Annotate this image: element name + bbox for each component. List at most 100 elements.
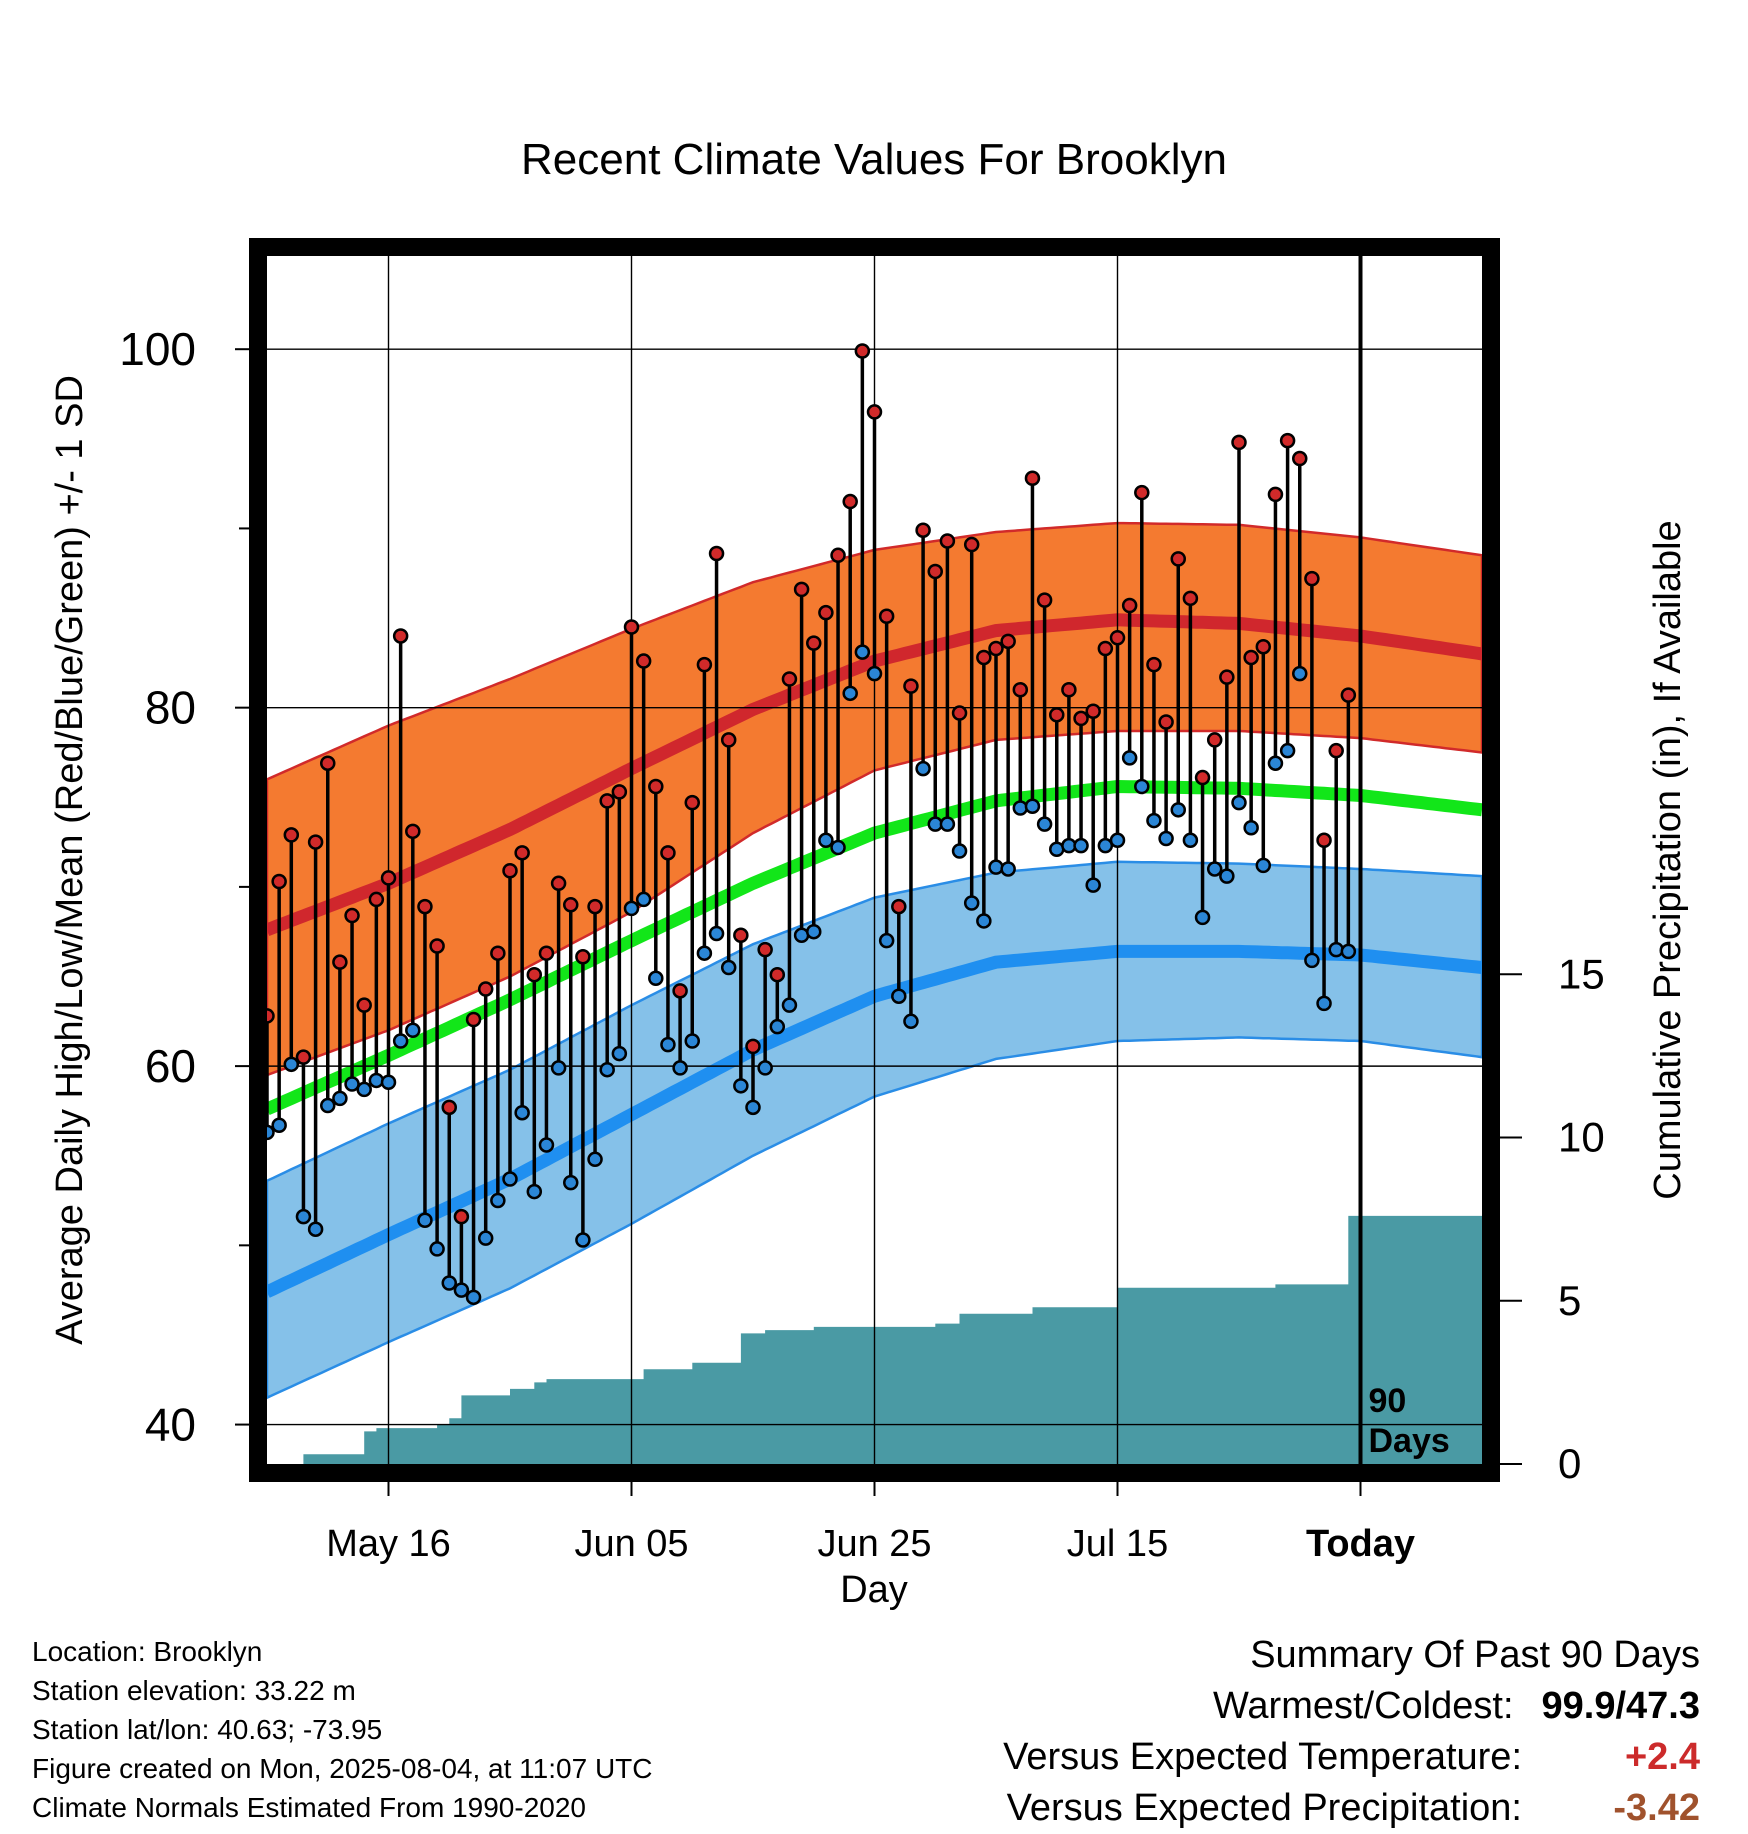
high-point — [1073, 710, 1089, 727]
high-point — [696, 656, 713, 673]
high-point — [1024, 470, 1041, 486]
high-point — [793, 581, 810, 598]
high-point — [490, 945, 506, 961]
high-point — [915, 522, 931, 538]
y2-axis-label: Cumulative Precipitation (in), If Availa… — [1647, 520, 1689, 1199]
high-point — [1012, 681, 1029, 698]
low-point — [356, 1081, 372, 1098]
latlon-text: Station lat/lon: 40.63; -73.95 — [32, 1714, 383, 1745]
low-point — [550, 1060, 567, 1076]
high-point — [587, 898, 603, 915]
high-point — [1340, 687, 1357, 703]
high-point — [611, 784, 628, 800]
low-point — [502, 1171, 518, 1187]
low-point — [672, 1060, 688, 1076]
high-point — [502, 863, 518, 879]
low-point — [781, 997, 798, 1013]
high-point — [951, 705, 968, 721]
high-point — [1194, 769, 1211, 786]
high-point — [1170, 551, 1186, 567]
high-point — [1304, 570, 1320, 587]
low-point — [563, 1174, 579, 1191]
low-point — [320, 1097, 336, 1114]
high-point — [514, 845, 530, 861]
low-point — [1267, 755, 1284, 771]
low-point — [951, 843, 968, 859]
summary-heading: Summary Of Past 90 Days — [1250, 1634, 1700, 1676]
high-point — [392, 628, 409, 644]
low-point — [842, 685, 858, 702]
high-point — [745, 1038, 761, 1055]
x-tick-label: Jul 15 — [1067, 1523, 1168, 1565]
low-point — [1158, 830, 1174, 847]
x-tick-label: May 16 — [326, 1523, 451, 1565]
low-point — [453, 1282, 470, 1298]
low-point — [720, 959, 737, 976]
plot-frame — [249, 238, 1500, 1482]
high-point — [1146, 656, 1162, 673]
warm-cold-value: 99.9/47.3 — [1541, 1685, 1700, 1727]
high-point — [830, 547, 846, 564]
low-point — [733, 1078, 749, 1094]
low-point — [963, 895, 980, 911]
high-point — [332, 954, 348, 970]
high-point — [1316, 832, 1332, 849]
today-days-word: Days — [1369, 1422, 1450, 1460]
low-point — [1194, 909, 1211, 926]
summary-precip-row: Versus Expected Precipitation: -3.42 — [1003, 1783, 1700, 1834]
low-point — [514, 1104, 530, 1121]
low-point — [380, 1074, 397, 1090]
y2-tick-label: 0 — [1558, 1440, 1581, 1487]
high-point — [1243, 649, 1259, 666]
high-point — [903, 678, 919, 694]
low-point — [976, 913, 992, 929]
high-point — [733, 927, 749, 944]
low-point — [1036, 816, 1053, 832]
low-point — [599, 1061, 615, 1078]
temp-anomaly-label: Versus Expected Temperature: — [1003, 1736, 1522, 1778]
low-point — [1292, 665, 1308, 682]
location-text: Location: Brooklyn — [32, 1636, 263, 1667]
low-point — [538, 1137, 555, 1153]
high-point — [806, 635, 822, 651]
low-point — [1000, 861, 1016, 877]
high-point — [417, 898, 433, 915]
low-point — [1255, 857, 1272, 874]
x-tick-label: Jun 05 — [574, 1523, 688, 1565]
low-point — [490, 1192, 506, 1209]
high-point — [769, 966, 786, 983]
low-point — [392, 1033, 409, 1049]
low-point — [307, 1221, 324, 1237]
low-point — [1279, 742, 1296, 759]
high-point — [1049, 707, 1065, 723]
low-point — [575, 1232, 591, 1248]
low-point — [878, 932, 895, 949]
high-point — [526, 966, 543, 983]
high-point — [927, 563, 943, 580]
low-point — [1219, 868, 1235, 884]
y2-tick-label: 5 — [1558, 1277, 1581, 1324]
high-point — [1097, 640, 1114, 657]
low-point — [696, 945, 713, 961]
low-point — [635, 891, 652, 908]
low-point — [441, 1275, 457, 1291]
today-days-number: 90 — [1369, 1382, 1407, 1420]
climate-chart: Recent Climate Values For Brooklyn 90Day… — [49, 135, 1689, 1611]
high-point — [477, 981, 494, 997]
x-axis: May 16 Jun 05 Jun 25 Jul 15 Today — [326, 1482, 1415, 1565]
high-point — [429, 938, 445, 954]
low-point — [1134, 778, 1150, 795]
high-point — [1219, 669, 1235, 685]
high-point — [465, 1011, 482, 1028]
high-point — [1134, 484, 1150, 501]
low-point — [344, 1076, 360, 1092]
high-point — [757, 941, 773, 958]
low-point — [1097, 837, 1114, 854]
low-point — [1182, 832, 1199, 849]
low-point — [417, 1212, 433, 1228]
high-point — [672, 983, 688, 999]
low-point — [818, 832, 834, 849]
low-point — [1012, 800, 1029, 816]
normals-period-text: Climate Normals Estimated From 1990-2020 — [32, 1792, 586, 1823]
low-point — [283, 1056, 300, 1073]
